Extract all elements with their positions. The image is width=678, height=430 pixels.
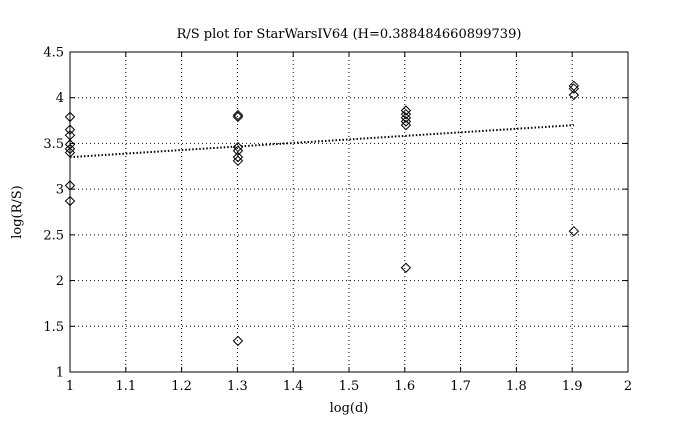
x-tick-label: 1.6 — [394, 379, 415, 394]
x-tick-label: 1.7 — [450, 379, 471, 394]
data-point — [232, 145, 244, 156]
data-point — [400, 116, 412, 127]
y-tick-label: 2 — [56, 274, 64, 289]
data-point — [568, 225, 580, 237]
x-tick-labels: 1 1.1 1.2 1.3 1.4 1.5 1.6 1.7 1.8 1.9 2 — [66, 379, 632, 394]
y-tick-label: 2.5 — [43, 228, 64, 243]
data-point — [64, 147, 76, 158]
x-tick-label: 1 — [66, 379, 74, 394]
x-tick-label: 1.1 — [115, 379, 136, 394]
x-tick-label: 2 — [624, 379, 632, 394]
data-point — [568, 83, 580, 94]
x-tick-label: 1.5 — [339, 379, 360, 394]
data-point — [232, 155, 244, 167]
x-tick-label: 1.4 — [283, 379, 304, 394]
data-point — [64, 139, 76, 150]
data-point — [400, 262, 412, 273]
y-tick-label: 1.5 — [43, 320, 64, 335]
x-tick-label: 1.3 — [227, 379, 248, 394]
fit-line — [69, 124, 574, 159]
data-point — [232, 109, 244, 121]
data-point — [232, 151, 244, 163]
data-points — [64, 80, 580, 347]
x-axis-label: log(d) — [330, 401, 369, 416]
data-point — [568, 89, 580, 101]
y-tick-label: 4.5 — [43, 46, 64, 61]
chart-title: R/S plot for StarWarsIV64 (H=0.388484660… — [177, 27, 522, 42]
data-point — [64, 143, 76, 155]
data-point — [400, 112, 412, 124]
data-point — [400, 119, 412, 131]
y-tick-label: 1 — [56, 366, 64, 381]
grid-lines — [70, 52, 628, 372]
y-axis-label: log(R/S) — [10, 185, 25, 239]
data-point — [64, 195, 76, 207]
data-point — [400, 108, 412, 120]
y-tick-label: 3.5 — [43, 137, 64, 152]
data-point — [232, 335, 244, 347]
data-point — [64, 111, 76, 123]
data-point — [64, 124, 76, 135]
y-tick-label: 4 — [56, 91, 64, 106]
data-point — [232, 111, 244, 123]
x-tick-label: 1.2 — [171, 379, 192, 394]
y-tick-labels: 1 1.5 2 2.5 3 3.5 4 4.5 — [43, 46, 64, 381]
x-tick-label: 1.8 — [506, 379, 527, 394]
data-point — [400, 105, 412, 116]
fit-line-group — [69, 124, 574, 159]
x-tick-label: 1.9 — [562, 379, 583, 394]
axis-ticks — [69, 51, 629, 373]
y-tick-label: 3 — [56, 183, 64, 198]
data-point — [232, 141, 244, 153]
data-point — [64, 180, 76, 191]
